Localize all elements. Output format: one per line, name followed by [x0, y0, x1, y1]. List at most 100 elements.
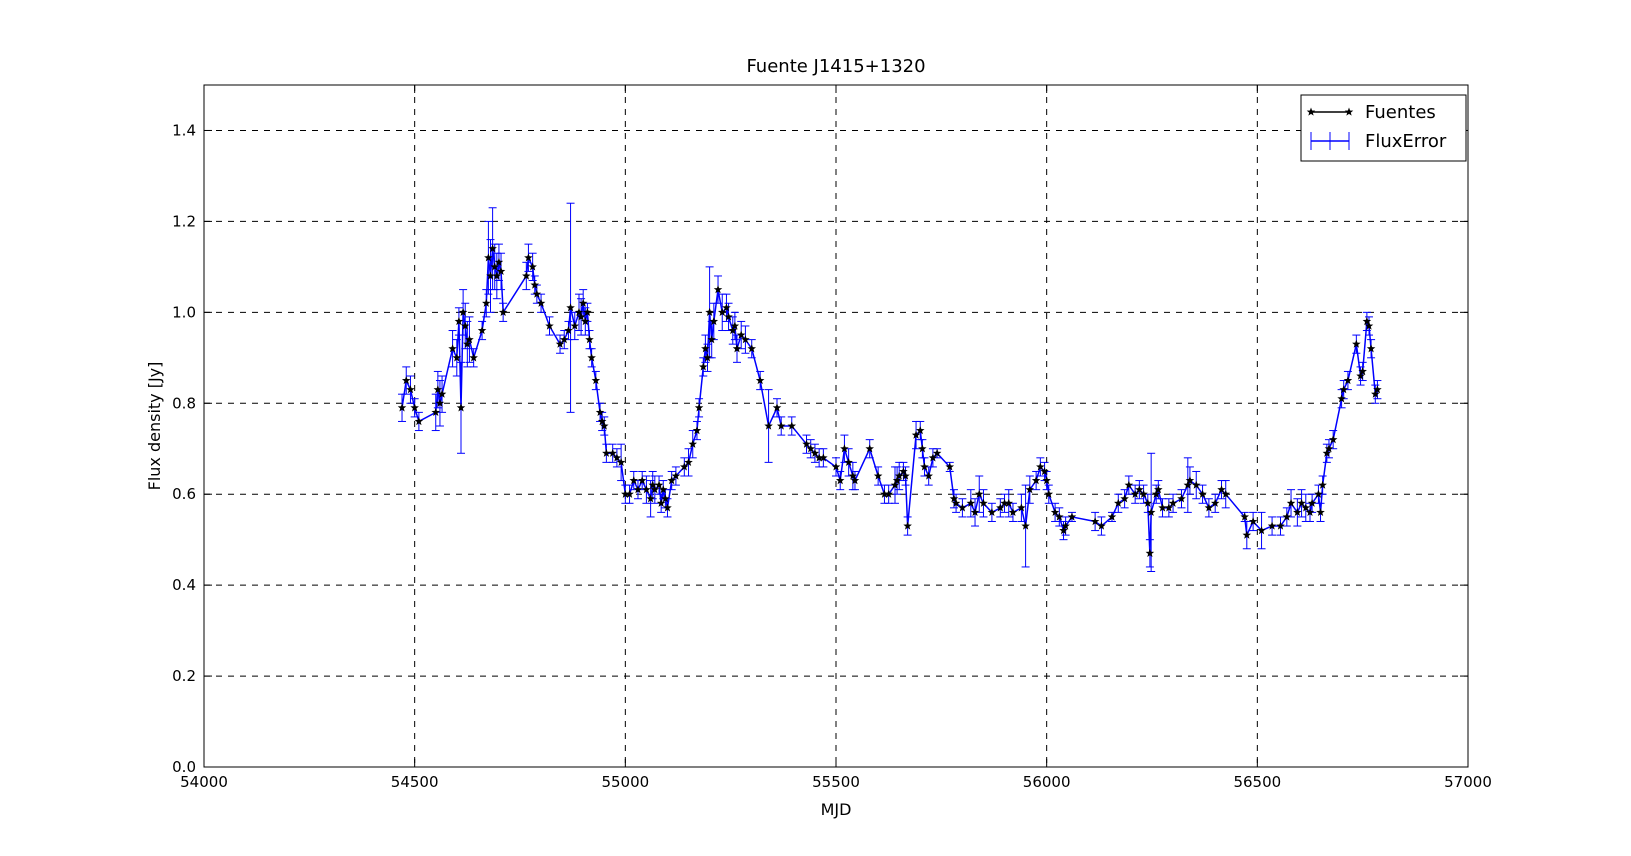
star-marker [958, 503, 967, 512]
star-marker [576, 312, 586, 321]
star-marker [730, 321, 740, 330]
star-marker [661, 494, 670, 503]
star-marker [1017, 503, 1026, 512]
chart-title: Fuente J1415+1320 [746, 56, 925, 77]
star-marker [559, 335, 569, 344]
star-marker [633, 485, 643, 494]
x-tick-label: 54000 [180, 773, 228, 791]
x-axis-label: MJD [821, 800, 852, 819]
star-marker [401, 376, 411, 385]
star-marker [924, 471, 933, 480]
star-marker [1183, 480, 1193, 489]
star-marker [1143, 498, 1153, 507]
star-marker [1221, 489, 1231, 498]
star-marker [545, 321, 554, 330]
star-marker [452, 353, 462, 362]
y-tick-label: 0.2 [172, 667, 196, 685]
star-marker [1139, 489, 1148, 498]
star-marker [1217, 485, 1226, 494]
star-marker [894, 471, 904, 480]
star-marker [694, 403, 704, 412]
star-marker [566, 303, 575, 312]
star-marker [1124, 480, 1134, 489]
star-marker [911, 430, 921, 439]
star-marker [1004, 498, 1014, 507]
star-marker [764, 421, 773, 430]
star-marker [1343, 376, 1353, 385]
star-marker [667, 476, 676, 485]
legend-star [1344, 107, 1354, 116]
star-marker [1337, 394, 1346, 403]
star-marker [732, 344, 742, 353]
star-marker [1021, 521, 1030, 530]
star-marker [901, 471, 910, 480]
star-marker [974, 489, 984, 498]
star-marker [884, 489, 893, 498]
y-tick-label: 0.0 [172, 758, 196, 776]
star-marker [437, 389, 447, 398]
y-tick-label: 1.0 [172, 303, 196, 321]
star-marker [597, 416, 607, 426]
star-marker [1204, 503, 1214, 512]
star-marker [979, 498, 988, 507]
star-marker [722, 303, 731, 312]
star-marker [406, 385, 415, 394]
star-marker [656, 498, 666, 507]
star-marker [629, 476, 639, 485]
star-marker [741, 335, 750, 344]
star-marker [587, 353, 596, 362]
star-marker [555, 339, 565, 348]
star-marker [1025, 485, 1035, 494]
star-marker [1040, 466, 1049, 476]
star-marker [650, 485, 660, 494]
star-marker [688, 439, 698, 448]
star-marker [728, 326, 738, 335]
star-marker [755, 376, 765, 385]
star-marker [599, 421, 609, 430]
star-marker [456, 403, 466, 412]
star-marker [1146, 507, 1156, 517]
star-marker [397, 403, 407, 412]
star-marker [835, 476, 845, 485]
star-marker [654, 480, 664, 489]
star-marker [492, 271, 502, 280]
star-marker [1177, 494, 1186, 503]
star-marker [460, 321, 470, 330]
star-marker [454, 316, 464, 326]
star-marker [530, 280, 540, 289]
star-marker [1282, 512, 1292, 521]
star-marker [637, 476, 647, 485]
star-marker [848, 471, 858, 480]
star-marker [477, 326, 487, 335]
star-marker [903, 521, 912, 530]
star-marker [608, 448, 617, 457]
star-marker [663, 503, 672, 512]
legend-star [1306, 107, 1316, 116]
star-marker [1248, 516, 1258, 526]
star-marker [524, 253, 533, 262]
plot-frame [203, 84, 1469, 768]
y-tick-label: 1.4 [172, 121, 196, 139]
star-marker [970, 507, 980, 517]
star-marker [435, 398, 445, 407]
star-marker [814, 453, 824, 462]
star-marker [692, 426, 702, 435]
legend: Fuentes FluxError [1300, 94, 1467, 162]
star-marker [1322, 448, 1332, 457]
x-tick-label: 55500 [812, 773, 860, 791]
star-marker [703, 353, 712, 362]
star-marker [1120, 494, 1129, 503]
star-marker [1191, 480, 1201, 489]
star-marker [707, 335, 716, 344]
star-marker [899, 466, 908, 476]
star-marker [1257, 526, 1266, 535]
star-marker [1286, 498, 1296, 507]
star-marker [747, 344, 757, 353]
legend-label: Fuentes [1365, 102, 1436, 123]
star-marker [1364, 321, 1374, 330]
star-marker [448, 344, 457, 353]
star-marker [482, 298, 491, 307]
star-marker [581, 316, 590, 326]
star-marker [1185, 476, 1195, 485]
